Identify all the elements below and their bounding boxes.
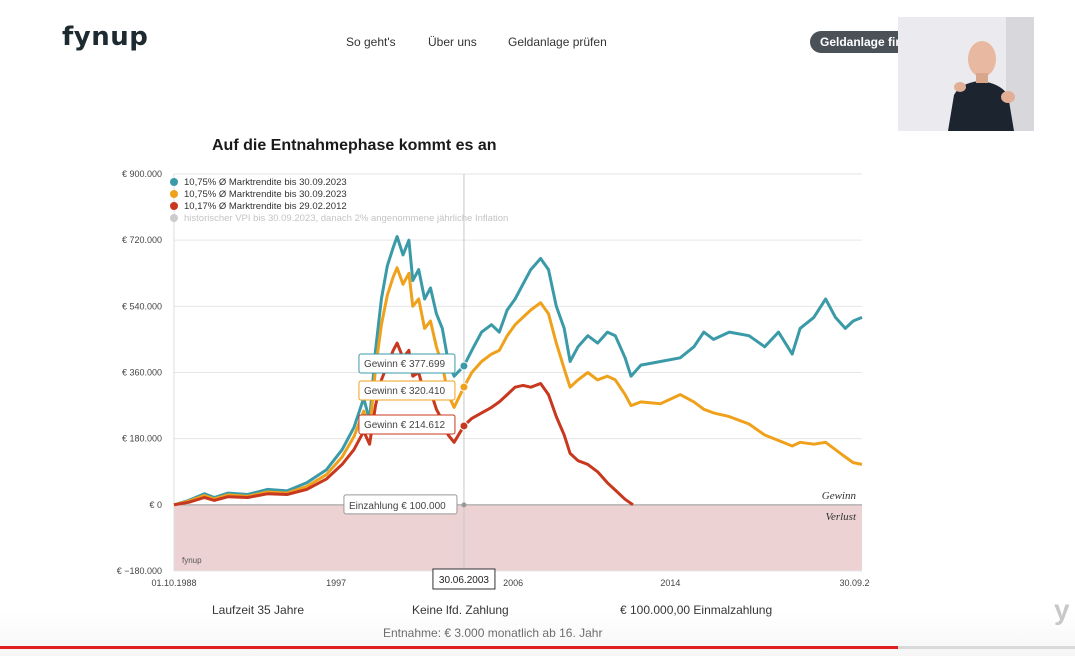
loss-area bbox=[174, 504, 862, 571]
x-tick-label: 01.10.1988 bbox=[151, 578, 196, 588]
fynup-logo[interactable]: fynup bbox=[62, 22, 149, 52]
portfolio-value-chart: € 900.000 € 720.000 € 540.000 € 360.000 € 18… bbox=[117, 169, 870, 590]
loss-label: Verlust bbox=[825, 511, 857, 523]
nav-link-so-gehts[interactable]: So geht's bbox=[346, 35, 396, 49]
baseline-label-box bbox=[343, 494, 458, 515]
tooltip-text-2: Gewinn € 320.410 bbox=[364, 386, 446, 397]
baseline-point bbox=[461, 502, 467, 508]
crosshair-date-box bbox=[432, 568, 496, 590]
hover-point-2 bbox=[459, 382, 469, 392]
video-progress-bar[interactable] bbox=[0, 646, 1075, 649]
tooltip-text-1: Gewinn € 377.699 bbox=[364, 359, 446, 370]
footer-einmalzahlung: € 100.000,00 Einmalzahlung bbox=[620, 603, 773, 617]
footer-entnahme: Entnahme: € 3.000 monatlich ab 16. Jahr bbox=[383, 626, 603, 640]
nav-link-ueber-uns[interactable]: Über uns bbox=[428, 35, 477, 49]
series-line-2 bbox=[173, 266, 863, 507]
baseline-label: Einzahlung € 100.000 bbox=[349, 501, 446, 512]
legend-swatch-1 bbox=[170, 178, 178, 186]
hover-point-1 bbox=[459, 361, 469, 371]
legend-swatch-2 bbox=[170, 190, 178, 198]
chart-title: Auf die Entnahmephase kommt es an bbox=[212, 137, 497, 154]
y-tick-label: € 900.000 bbox=[122, 169, 162, 179]
legend-label-1: 10,75% Ø Marktrendite bis 30.09.2023 bbox=[184, 177, 347, 188]
chart-watermark: fynup bbox=[182, 556, 202, 565]
channel-watermark-logo: y bbox=[1054, 594, 1070, 625]
y-tick-label: € 720.000 bbox=[122, 235, 162, 245]
gain-label: Gewinn bbox=[822, 490, 857, 502]
tooltip-box-1 bbox=[358, 353, 456, 374]
footer-laufzeit: Laufzeit 35 Jahre bbox=[212, 603, 305, 617]
hover-point-3 bbox=[459, 421, 469, 431]
nav-link-geldanlage-pruefen[interactable]: Geldanlage prüfen bbox=[508, 35, 607, 49]
crosshair-date-label: 30.06.2003 bbox=[439, 575, 489, 586]
y-tick-label: € 0 bbox=[149, 500, 162, 510]
video-progress-fill bbox=[0, 646, 898, 649]
legend-label-3: 10,17% Ø Marktrendite bis 29.02.2012 bbox=[184, 201, 347, 212]
legend-swatch-3 bbox=[170, 202, 178, 210]
geldanlage-finden-button[interactable]: Geldanlage finden bbox=[810, 31, 918, 53]
presenter-video-overlay bbox=[898, 17, 1034, 131]
tooltip-text-3: Gewinn € 214.612 bbox=[364, 420, 446, 431]
x-tick-label: 30.09.2023 bbox=[839, 578, 870, 588]
x-tick-label: 1997 bbox=[326, 578, 346, 588]
presenter-figure bbox=[898, 17, 1034, 131]
footer-zahlung: Keine lfd. Zahlung bbox=[412, 603, 509, 617]
x-tick-label: 2006 bbox=[503, 578, 523, 588]
legend-label-2: 10,75% Ø Marktrendite bis 30.09.2023 bbox=[184, 189, 347, 200]
tooltip-box-3 bbox=[358, 414, 456, 435]
legend-label-4: historischer VPI bis 30.09.2023, danach … bbox=[184, 213, 508, 224]
tooltip-box-2 bbox=[358, 380, 456, 401]
y-tick-label: € 360.000 bbox=[122, 368, 162, 378]
series-line-1 bbox=[173, 235, 863, 507]
y-tick-label: € −180.000 bbox=[117, 566, 162, 576]
legend-swatch-4 bbox=[170, 214, 178, 222]
y-tick-label: € 540.000 bbox=[122, 301, 162, 311]
x-tick-label: 2014 bbox=[660, 578, 680, 588]
top-navigation-bar: fynup So geht's Über uns Geldanlage prüf… bbox=[0, 0, 1075, 62]
y-tick-label: € 180.000 bbox=[122, 434, 162, 444]
